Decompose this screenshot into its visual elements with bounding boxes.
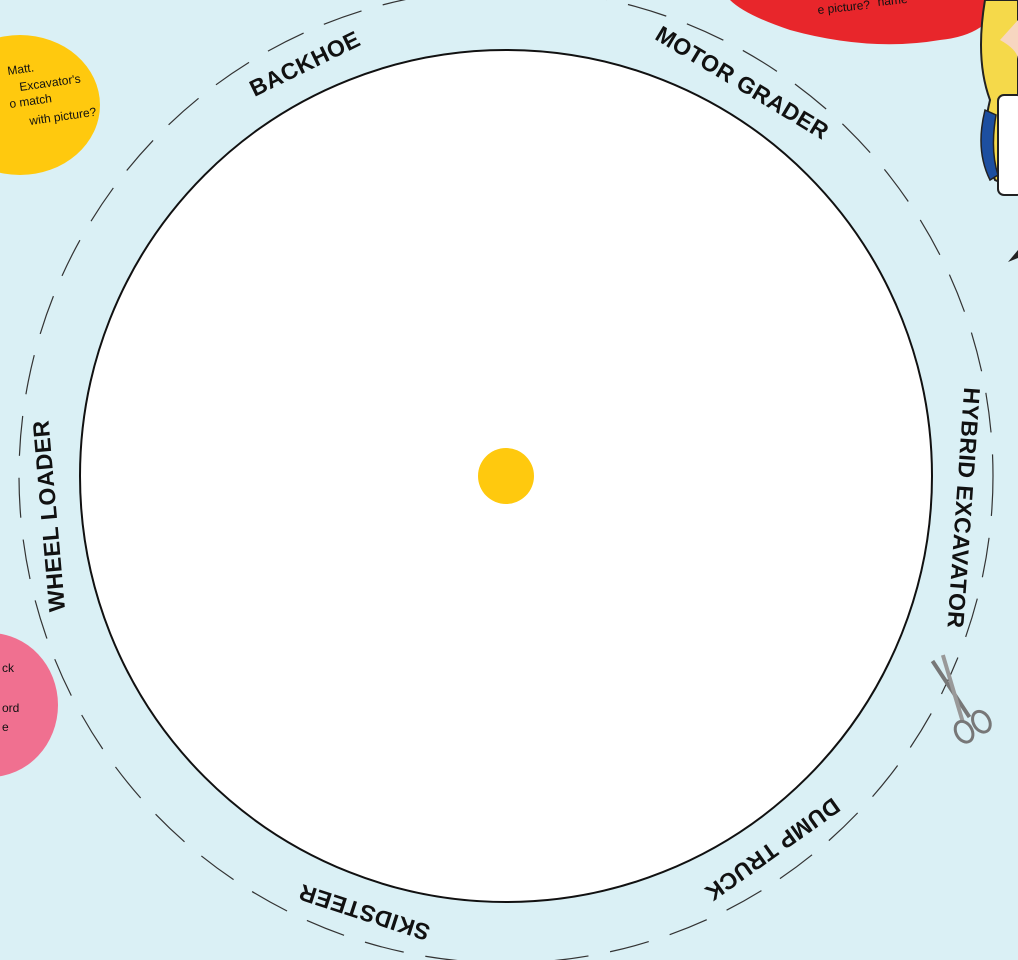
bubble-line: ck	[2, 661, 15, 675]
worksheet: BACKHOEMOTOR GRADERHYBRID EXCAVATORDUMP …	[0, 0, 1018, 960]
center-dot	[478, 448, 534, 504]
bubble-line: ord	[2, 701, 19, 715]
page: {"wheel": {"labels": ["BACKHOE", "MOTOR …	[0, 0, 1018, 960]
bubble-line: e	[2, 720, 9, 734]
